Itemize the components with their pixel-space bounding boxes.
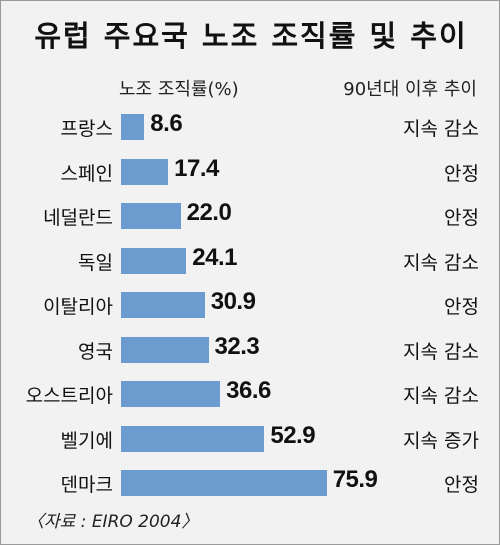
bar-row: 벨기에 52.9 지속 증가 xyxy=(1,418,500,463)
category-label: 네덜란드 xyxy=(43,207,113,229)
bar xyxy=(121,158,169,185)
bar-row: 프랑스 8.6 지속 감소 xyxy=(1,106,500,151)
value-label: 36.6 xyxy=(226,377,271,404)
trend-column-header: 90년대 이후 추이 xyxy=(343,79,477,100)
source-note: 〈자료 : EIRO 2004〉 xyxy=(27,512,199,532)
category-label: 덴마크 xyxy=(60,474,113,496)
bar xyxy=(121,247,187,274)
bar-rows: 프랑스 8.6 지속 감소 스페인 17.4 안정 네덜란드 22.0 안정 독일 24.1 지속 감… xyxy=(1,106,500,507)
value-label: 8.6 xyxy=(150,110,183,137)
bar-row: 독일 24.1 지속 감소 xyxy=(1,240,500,285)
category-label: 벨기에 xyxy=(60,429,113,452)
bar xyxy=(121,336,209,363)
bar xyxy=(121,292,205,318)
trend-label: 지속 감소 xyxy=(403,385,479,407)
category-label: 프랑스 xyxy=(60,118,113,140)
bar-row: 오스트리아 36.6 지속 감소 xyxy=(1,373,500,418)
value-label: 52.9 xyxy=(270,421,316,449)
value-label: 32.3 xyxy=(214,332,260,360)
bar-row: 스페인 17.4 안정 xyxy=(1,151,500,196)
value-label: 22.0 xyxy=(186,199,232,226)
bar xyxy=(121,114,145,140)
chart-title: 유럽 주요국 노조 조직률 및 추이 xyxy=(34,19,468,53)
trend-label: 안정 xyxy=(444,474,479,496)
bar xyxy=(121,425,265,452)
trend-label: 안정 xyxy=(444,207,479,229)
trend-label: 지속 감소 xyxy=(403,118,479,140)
value-label: 75.9 xyxy=(332,466,378,493)
value-label: 17.4 xyxy=(174,154,219,182)
value-label: 24.1 xyxy=(192,243,238,271)
value-label: 30.9 xyxy=(210,288,256,315)
category-label: 독일 xyxy=(78,251,113,274)
bar xyxy=(121,203,181,229)
category-label: 스페인 xyxy=(60,162,113,185)
category-label: 영국 xyxy=(78,340,113,363)
bar-row: 이탈리아 30.9 안정 xyxy=(1,284,500,329)
trend-label: 지속 감소 xyxy=(403,340,479,363)
trend-label: 지속 증가 xyxy=(403,429,479,452)
bar xyxy=(121,470,327,496)
bar-row: 덴마크 75.9 안정 xyxy=(1,462,500,507)
bar-row: 네덜란드 22.0 안정 xyxy=(1,195,500,240)
trend-label: 안정 xyxy=(444,162,479,185)
bar-row: 영국 32.3 지속 감소 xyxy=(1,329,500,374)
trend-label: 지속 감소 xyxy=(403,251,479,274)
category-label: 이탈리아 xyxy=(43,296,113,318)
trend-label: 안정 xyxy=(444,296,479,318)
bar xyxy=(121,381,221,407)
category-label: 오스트리아 xyxy=(25,385,113,407)
value-column-header: 노조 조직률(%) xyxy=(119,79,239,100)
